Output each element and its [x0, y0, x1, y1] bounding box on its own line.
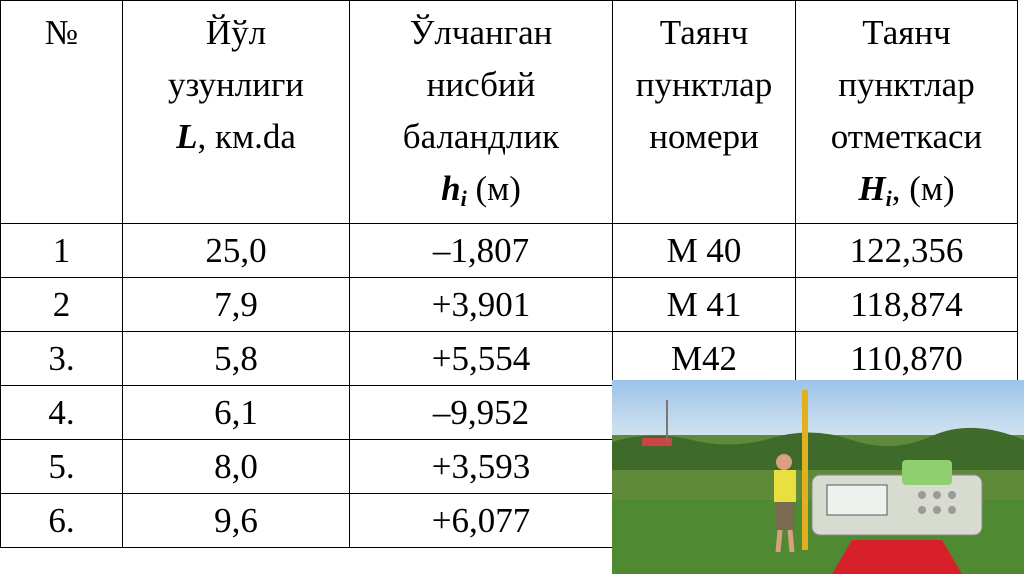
table-cell: 122,356: [795, 223, 1018, 278]
header-text: №: [44, 13, 79, 52]
survey-photo: [612, 380, 1024, 574]
table-cell: –1,807: [349, 223, 613, 278]
header-text: Таянч: [862, 13, 951, 52]
table-cell: М 41: [612, 277, 796, 332]
header-unit: , (м): [891, 169, 955, 208]
table-cell: 7,9: [122, 277, 350, 332]
table-cell: 6,1: [122, 385, 350, 440]
table-cell: 5,8: [122, 331, 350, 386]
table-cell: 8,0: [122, 439, 350, 494]
table-cell: 4.: [0, 385, 123, 440]
header-text: Таянч: [659, 13, 749, 52]
header-cell: Таянч пунктлар отметкаси Hi, (м): [795, 0, 1018, 224]
data-table: № Йўл узунлиги L, км.da Ўлчанган нисбий баланд…: [0, 0, 1018, 548]
table-cell: +3,593: [349, 439, 613, 494]
table-cell: М42: [612, 331, 796, 386]
header-cell: Таянч пунктлар номери: [612, 0, 796, 224]
header-cell: Ўлчанган нисбий баландлик hi (м): [349, 0, 613, 224]
header-unit: , км.da: [197, 117, 296, 156]
header-text: нисбий: [426, 65, 536, 104]
table-cell: 5.: [0, 439, 123, 494]
header-text: Йўл: [205, 13, 267, 52]
table-cell: 118,874: [795, 277, 1018, 332]
table-cell: +5,554: [349, 331, 613, 386]
header-text: отметкаси: [830, 117, 983, 156]
table-cell: 3.: [0, 331, 123, 386]
header-row: № Йўл узунлиги L, км.da Ўлчанган нисбий баланд…: [0, 0, 1018, 224]
header-symbol: H: [858, 169, 886, 208]
header-symbol: L: [176, 117, 198, 156]
header-subscript: i: [885, 186, 892, 211]
header-text: номери: [649, 117, 759, 156]
header-text: Ўлчанган: [409, 13, 553, 52]
header-cell: №: [0, 0, 123, 224]
header-cell: Йўл узунлиги L, км.da: [122, 0, 350, 224]
table-cell: 110,870: [795, 331, 1018, 386]
table-row: 1 25,0 –1,807 М 40 122,356: [0, 223, 1018, 278]
header-symbol: h: [441, 169, 461, 208]
header-text: пунктлар: [838, 65, 975, 104]
table-cell: 1: [0, 223, 123, 278]
table-row: 3. 5,8 +5,554 М42 110,870: [0, 331, 1018, 386]
table-cell: М 40: [612, 223, 796, 278]
table-cell: 25,0: [122, 223, 350, 278]
table-row: 2 7,9 +3,901 М 41 118,874: [0, 277, 1018, 332]
header-subscript: i: [460, 186, 467, 211]
table-cell: 2: [0, 277, 123, 332]
table-cell: –9,952: [349, 385, 613, 440]
table-cell: +6,077: [349, 493, 613, 548]
header-text: баландлик: [402, 117, 560, 156]
header-unit: (м): [466, 169, 521, 208]
header-text: пунктлар: [635, 65, 773, 104]
header-text: узунлиги: [167, 65, 305, 104]
table-cell: 9,6: [122, 493, 350, 548]
table-cell: 6.: [0, 493, 123, 548]
table-cell: +3,901: [349, 277, 613, 332]
